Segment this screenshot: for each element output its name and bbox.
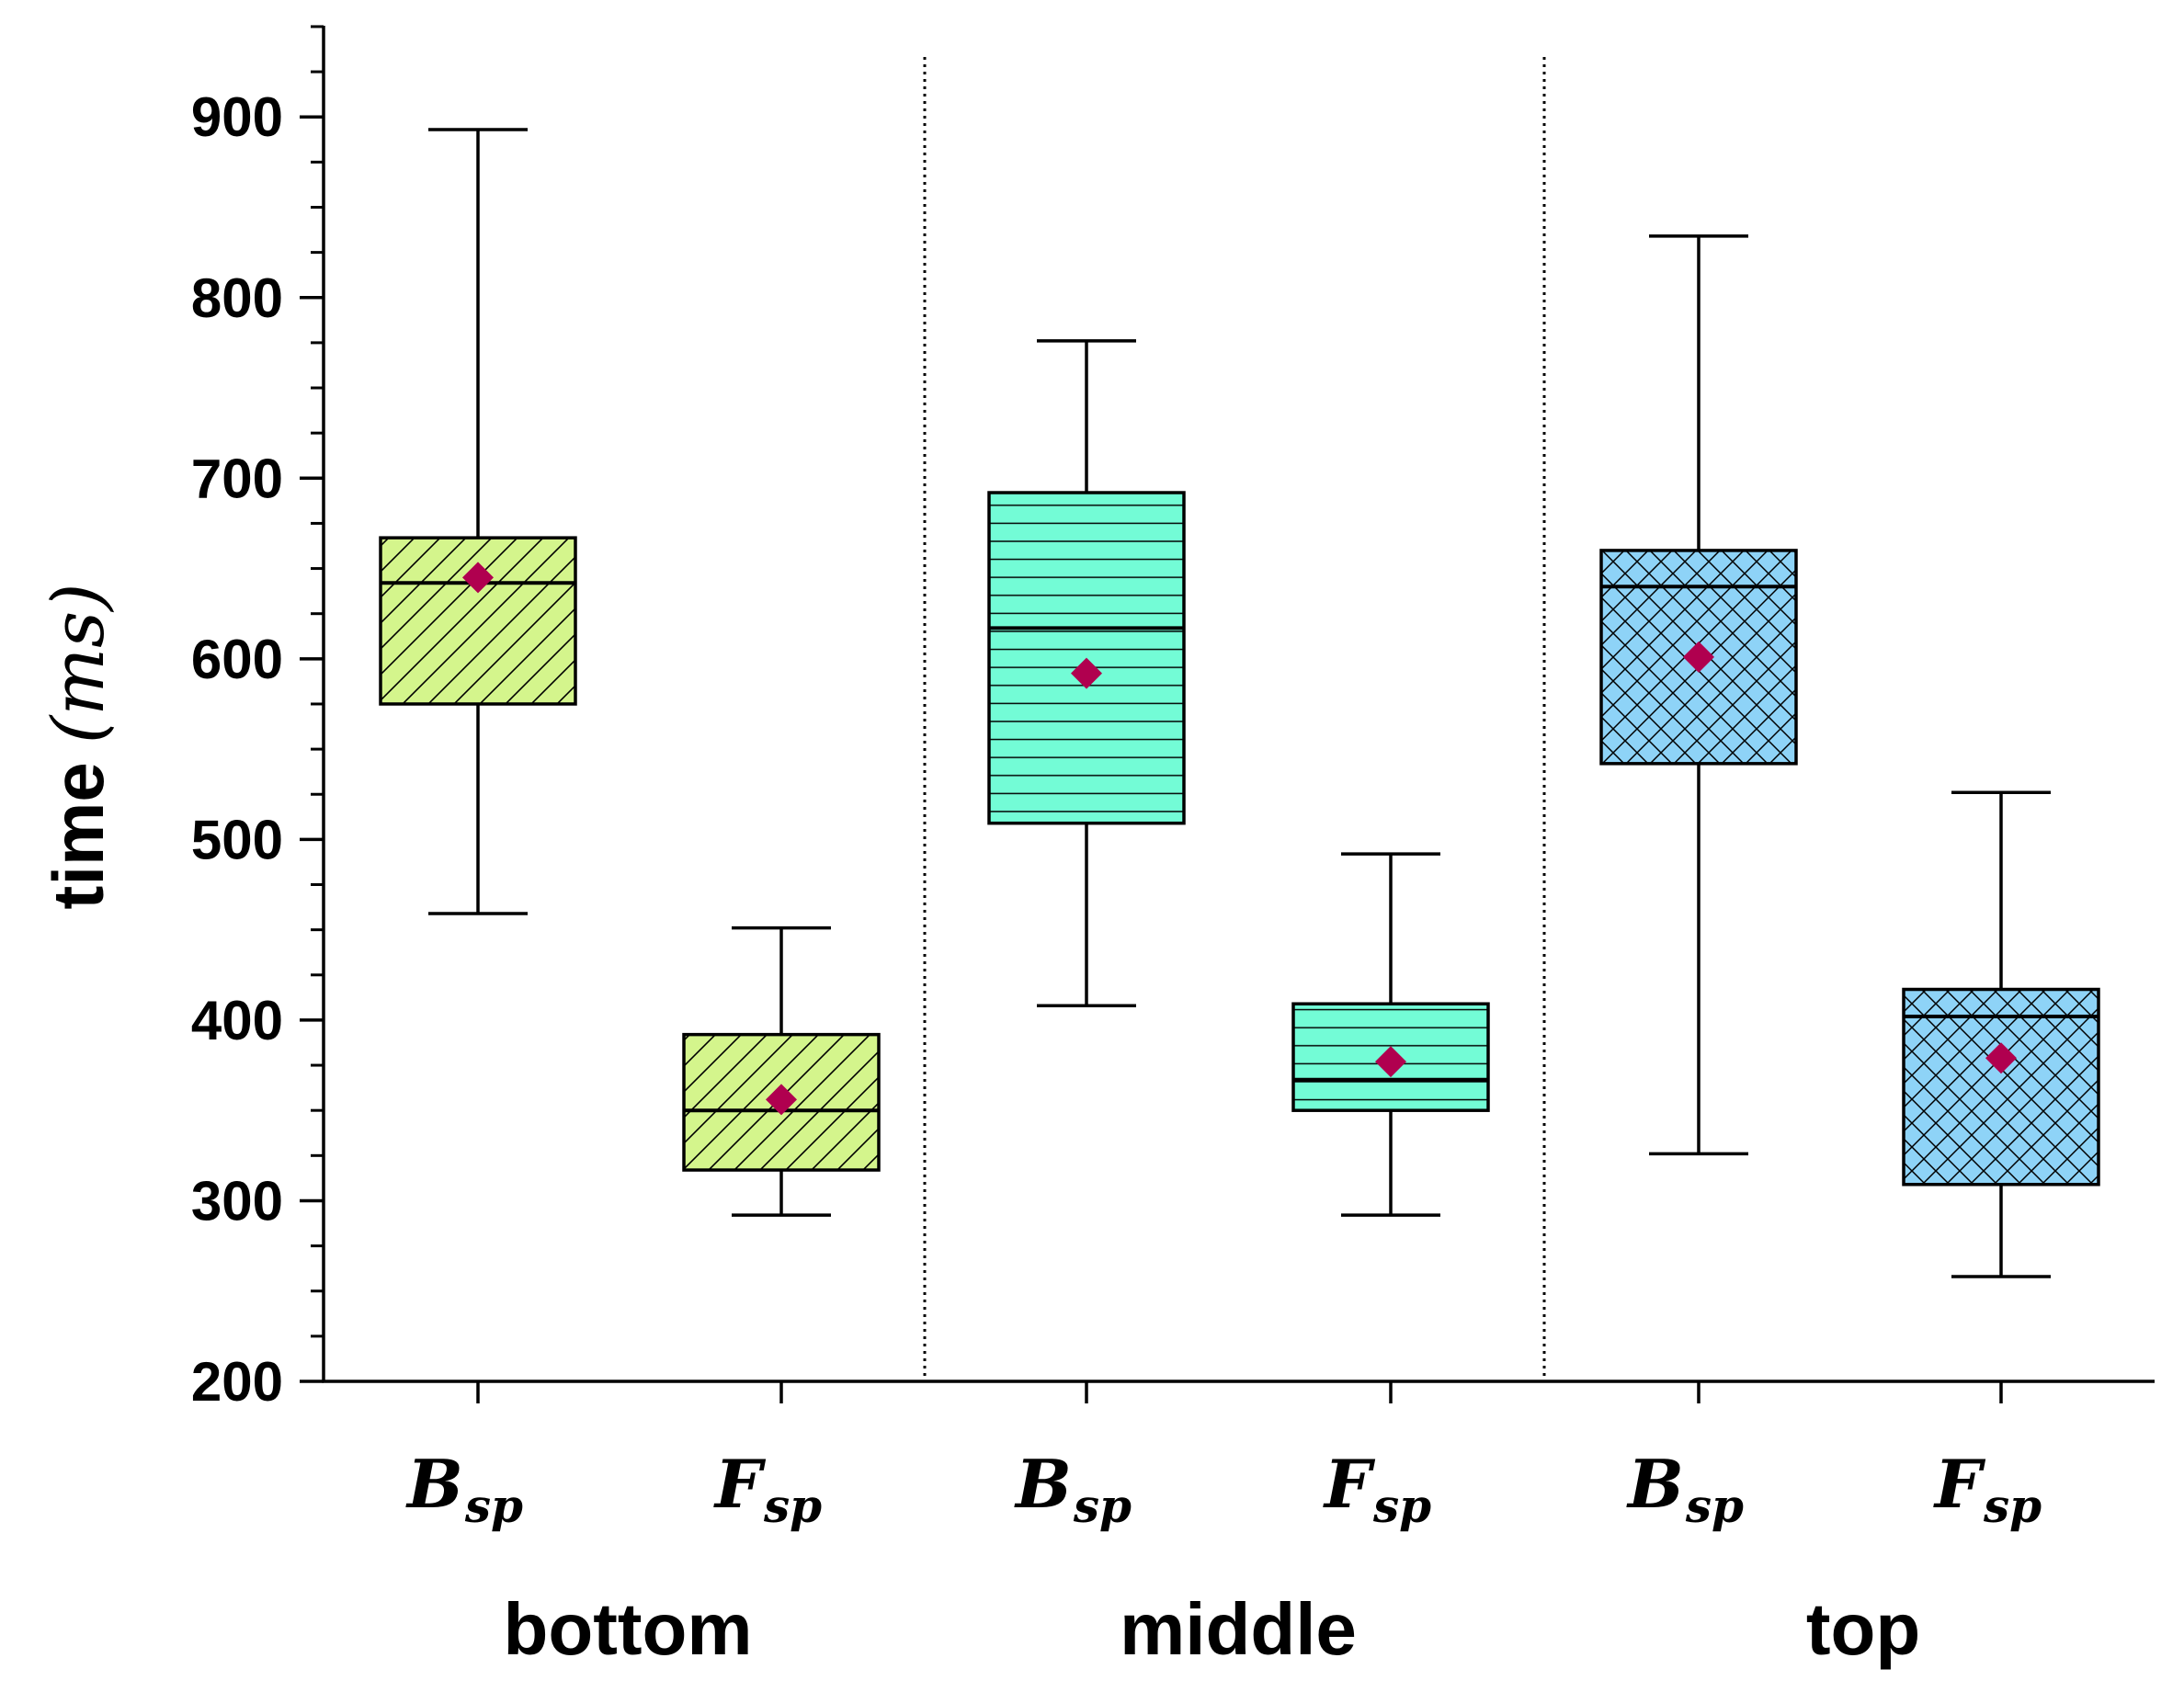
mean-marker [766, 1084, 797, 1116]
x-category-label: Fsp [1933, 1445, 2042, 1533]
box-bottom-bsp [379, 128, 577, 915]
group-label-middle: middle [1120, 1588, 1357, 1670]
y-tick-label: 800 [191, 267, 283, 329]
x-category-label-sub: sp [763, 1479, 822, 1533]
y-axis-label-text: time [38, 762, 119, 909]
x-category-label: Bsp [405, 1445, 523, 1533]
box-middle-fsp [1291, 852, 1490, 1217]
x-category-label-main: F [713, 1445, 767, 1523]
y-axis-label-unit: (ms) [38, 583, 120, 744]
x-category-label: Bsp [1626, 1445, 1744, 1533]
x-category-label-sub: sp [464, 1479, 523, 1533]
axes [322, 26, 2155, 1383]
y-tick-label: 900 [191, 86, 283, 148]
y-tick-label: 200 [191, 1351, 283, 1413]
box-outline [682, 1032, 881, 1172]
mean-marker [1683, 641, 1714, 673]
mean-marker [1375, 1046, 1406, 1078]
box-top-bsp [1599, 234, 1798, 1156]
x-category-label-main: B [1626, 1445, 1684, 1523]
mean-marker [1985, 1042, 2017, 1074]
box-outline [987, 491, 1186, 825]
x-category-label: Fsp [1323, 1445, 1431, 1533]
mean-marker [1071, 657, 1102, 689]
y-tick-label: 300 [191, 1170, 283, 1232]
box-top-fsp [1902, 790, 2100, 1278]
box-series [379, 128, 2100, 1278]
box-outline [1599, 549, 1798, 766]
y-tick-label: 700 [191, 448, 283, 509]
box-outline [1902, 987, 2100, 1187]
x-category-label-sub: sp [1983, 1479, 2042, 1533]
x-category-label: Bsp [1014, 1445, 1132, 1533]
box-outline [379, 536, 577, 706]
y-tick-label: 600 [191, 629, 283, 690]
y-tick-label: 400 [191, 990, 283, 1051]
group-separators [923, 57, 1546, 1381]
x-category-label-main: B [1014, 1445, 1072, 1523]
x-category-label-main: F [1323, 1445, 1376, 1523]
box-middle-bsp [987, 339, 1186, 1007]
x-category-label-sub: sp [1685, 1479, 1744, 1533]
x-category-label-sub: sp [1073, 1479, 1132, 1533]
x-category-label: Fsp [713, 1445, 822, 1533]
x-category-label-main: F [1933, 1445, 1986, 1523]
mean-marker [462, 562, 494, 594]
y-axis-ticks: 200 300 400 500 600 700 800 900 [191, 25, 324, 1413]
box-bottom-fsp [682, 925, 881, 1217]
x-category-label-main: B [405, 1445, 463, 1523]
x-category-label-sub: sp [1372, 1479, 1431, 1533]
y-axis-label: time (ms) [38, 583, 120, 909]
group-label-top: top [1806, 1588, 1920, 1670]
box-outline [1291, 1002, 1490, 1112]
y-tick-label: 500 [191, 809, 283, 870]
box-pattern [1904, 989, 2099, 1185]
group-label-bottom: bottom [503, 1588, 752, 1670]
